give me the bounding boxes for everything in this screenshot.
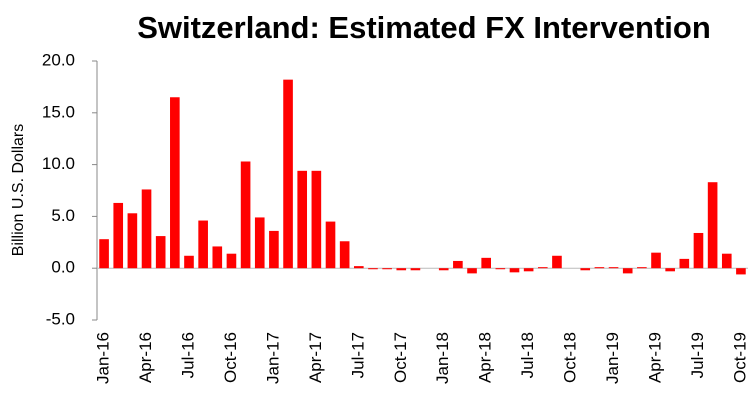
x-tick-label: Jan-19: [603, 332, 622, 384]
bar: [99, 239, 109, 269]
bar: [679, 258, 690, 269]
x-tick-label: Apr-19: [645, 332, 664, 383]
bar: [155, 236, 166, 269]
x-tick-label: Oct-17: [391, 332, 410, 383]
x-tick-label: Jan-17: [263, 332, 282, 384]
bar: [594, 267, 605, 269]
bar: [141, 189, 152, 269]
x-tick-label: Jul-19: [688, 332, 707, 378]
bar: [453, 260, 463, 269]
bar: [113, 202, 124, 269]
y-tick-label: -5.0: [46, 309, 75, 328]
y-tick-label: 5.0: [51, 206, 75, 225]
y-tick-label: 0.0: [51, 258, 75, 277]
bar: [580, 268, 591, 271]
bar: [283, 79, 293, 269]
bar: [467, 268, 477, 274]
chart-title: Switzerland: Estimated FX Intervention: [137, 10, 711, 45]
bar: [170, 97, 180, 269]
bar: [637, 267, 647, 269]
x-tick-label: Jan-18: [433, 332, 452, 384]
bar: [509, 268, 520, 273]
bar: [339, 241, 350, 269]
bar: [665, 268, 675, 272]
bar: [552, 255, 562, 269]
bar: [622, 268, 633, 274]
bar: [311, 170, 322, 269]
x-tick-label: Apr-18: [476, 332, 495, 383]
x-tick-label: Oct-19: [730, 332, 749, 383]
x-tick-label: Oct-16: [221, 332, 240, 383]
bar: [382, 268, 392, 270]
bar: [184, 255, 194, 269]
y-tick-label: 15.0: [42, 102, 75, 121]
bar: [127, 213, 138, 269]
bar: [269, 230, 279, 269]
bar: [325, 221, 336, 269]
bar: [240, 161, 251, 269]
bar: [721, 253, 732, 269]
bar: [297, 170, 308, 269]
bar: [651, 252, 661, 269]
y-tick-label: 10.0: [42, 154, 75, 173]
bar: [736, 268, 746, 275]
y-tick-label: 20.0: [42, 50, 75, 69]
bar: [608, 267, 619, 269]
bar: [537, 267, 548, 269]
bar: [198, 220, 208, 269]
x-tick-label: Jul-17: [348, 332, 367, 378]
y-axis-label: Billion U.S. Dollars: [10, 124, 27, 256]
bar: [396, 268, 407, 271]
bar: [481, 257, 491, 269]
bar: [226, 253, 237, 269]
bar: [523, 268, 534, 272]
bar: [707, 182, 718, 269]
bar: [254, 217, 265, 269]
x-tick-label: Oct-18: [561, 332, 580, 383]
x-tick-label: Apr-16: [136, 332, 155, 383]
bar: [410, 268, 421, 271]
bar: [368, 268, 378, 270]
bar: [693, 232, 704, 269]
x-tick-label: Jul-18: [518, 332, 537, 378]
bar: [354, 266, 364, 269]
bar: [212, 246, 223, 269]
bar: [495, 268, 506, 270]
x-tick-label: Apr-17: [306, 332, 325, 383]
bar: [438, 268, 449, 271]
x-tick-label: Jan-16: [94, 332, 113, 384]
x-tick-label: Jul-16: [178, 332, 197, 378]
